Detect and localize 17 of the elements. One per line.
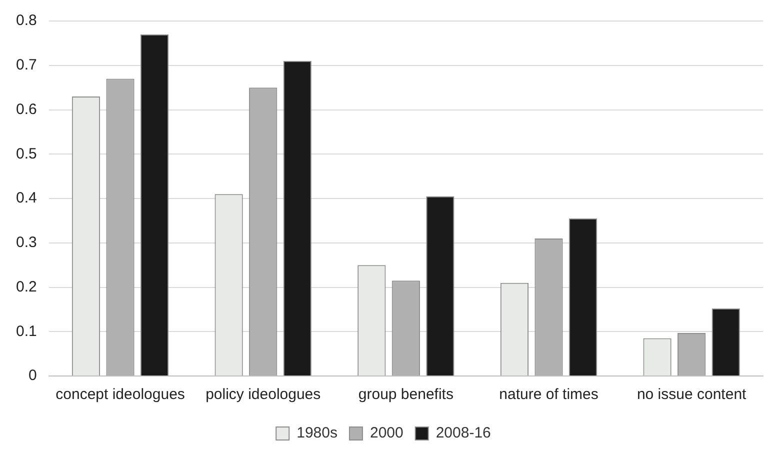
y-tick-label: 0.7: [16, 56, 37, 74]
y-tick-label: 0.3: [16, 234, 37, 252]
y-tick-label: 0.2: [16, 278, 37, 296]
x-tick-label: group benefits: [358, 386, 454, 404]
y-tick-label: 0.5: [16, 145, 37, 162]
legend-label: 1980s: [296, 424, 338, 442]
legend-label: 2008-16: [436, 424, 491, 442]
x-tick-label: policy ideologues: [206, 386, 321, 404]
legend-label: 2000: [370, 424, 404, 442]
y-tick-label: 0.8: [16, 12, 37, 30]
y-tick-label: 0.6: [16, 100, 37, 118]
x-tick-label: concept ideologues: [56, 386, 185, 404]
x-tick-label: nature of times: [499, 386, 598, 404]
y-tick-label: 0: [28, 367, 37, 384]
x-tick-label: no issue content: [636, 386, 748, 404]
y-tick-label: 0.4: [16, 190, 37, 207]
y-tick-label: 0.1: [16, 322, 37, 340]
